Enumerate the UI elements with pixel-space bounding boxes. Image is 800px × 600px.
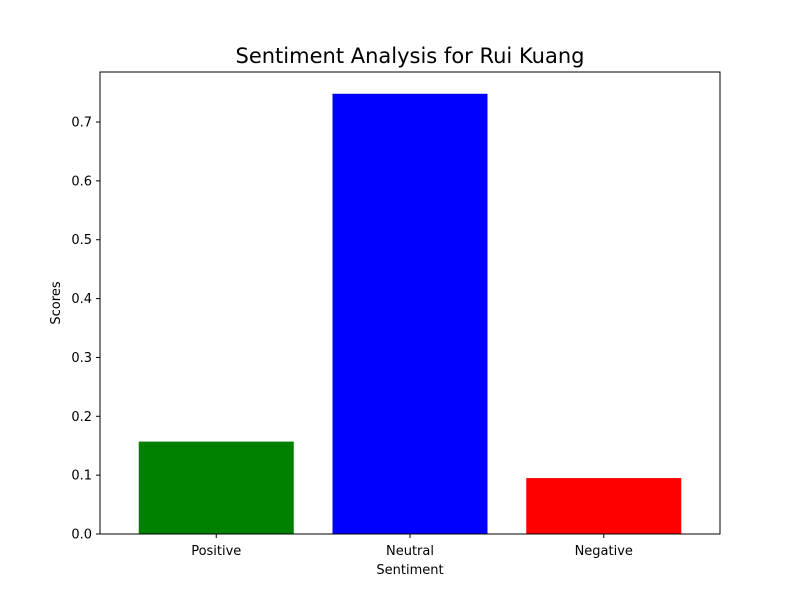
x-axis-label: Sentiment: [376, 563, 443, 578]
y-tick-label: 0.4: [71, 292, 92, 307]
y-tick-label: 0.5: [71, 233, 92, 248]
y-tick-label: 0.7: [71, 116, 92, 131]
bar-negative: [526, 478, 682, 534]
plot-frame: [99, 71, 721, 535]
chart-title: Sentiment Analysis for Rui Kuang: [236, 44, 585, 68]
x-tick-label: Negative: [575, 544, 633, 559]
y-tick-label: 0.6: [71, 174, 92, 189]
x-axis-ticks: Positive Neutral Negative: [191, 534, 633, 559]
bar-positive: [138, 441, 294, 534]
bar-neutral: [332, 93, 488, 534]
y-axis-label: Scores: [49, 281, 64, 324]
y-axis-ticks: 0.0 0.1 0.2 0.3 0.4 0.5 0.6 0.7: [71, 116, 100, 543]
x-tick-label: Positive: [191, 544, 241, 559]
y-tick-label: 0.1: [71, 469, 92, 484]
y-tick-label: 0.0: [71, 528, 92, 543]
y-tick-label: 0.3: [71, 351, 92, 366]
y-tick-label: 0.2: [71, 410, 92, 425]
bars-group: [138, 93, 682, 534]
x-tick-label: Neutral: [386, 544, 434, 559]
